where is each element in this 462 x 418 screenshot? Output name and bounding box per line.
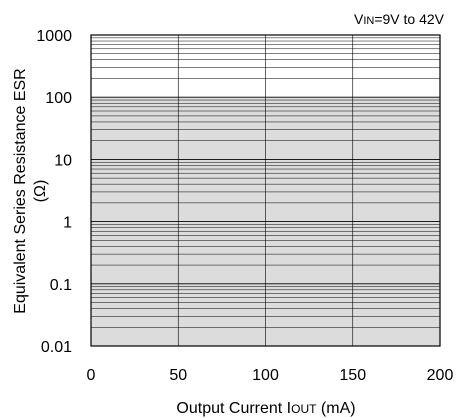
- x-label-main: Output Current I: [176, 400, 291, 417]
- x-label-rest: (mA): [316, 400, 355, 417]
- plot-frame: [90, 34, 441, 347]
- x-tick-label: 50: [169, 367, 187, 384]
- y-axis-label: Equivalent Series Resistance ESR: [12, 68, 29, 313]
- y-axis-unit: (Ω): [32, 180, 49, 203]
- annotation-sub: IN: [363, 15, 374, 27]
- y-tick-label: 10: [54, 152, 72, 169]
- x-tick-label: 150: [339, 367, 366, 384]
- annotation-main: V: [354, 11, 364, 27]
- y-axis-ticks: 0.01 0.1 1 10 100 1000: [36, 28, 72, 356]
- annotation-rest: =9V to 42V: [374, 11, 444, 27]
- x-tick-label: 100: [252, 367, 279, 384]
- x-axis-ticks: 0 50 100 150 200: [87, 367, 454, 384]
- y-tick-label: 0.01: [41, 339, 72, 356]
- x-tick-label: 200: [427, 367, 454, 384]
- y-tick-label: 100: [45, 90, 72, 107]
- y-tick-label: 0.1: [50, 277, 72, 294]
- x-axis-label: Output Current IOUT (mA): [176, 400, 355, 417]
- x-tick-label: 0: [87, 367, 96, 384]
- y-tick-label: 1000: [36, 28, 72, 45]
- vin-annotation: VIN=9V to 42V: [354, 11, 445, 27]
- y-tick-label: 1: [63, 215, 72, 232]
- x-label-sub: OUT: [291, 402, 317, 416]
